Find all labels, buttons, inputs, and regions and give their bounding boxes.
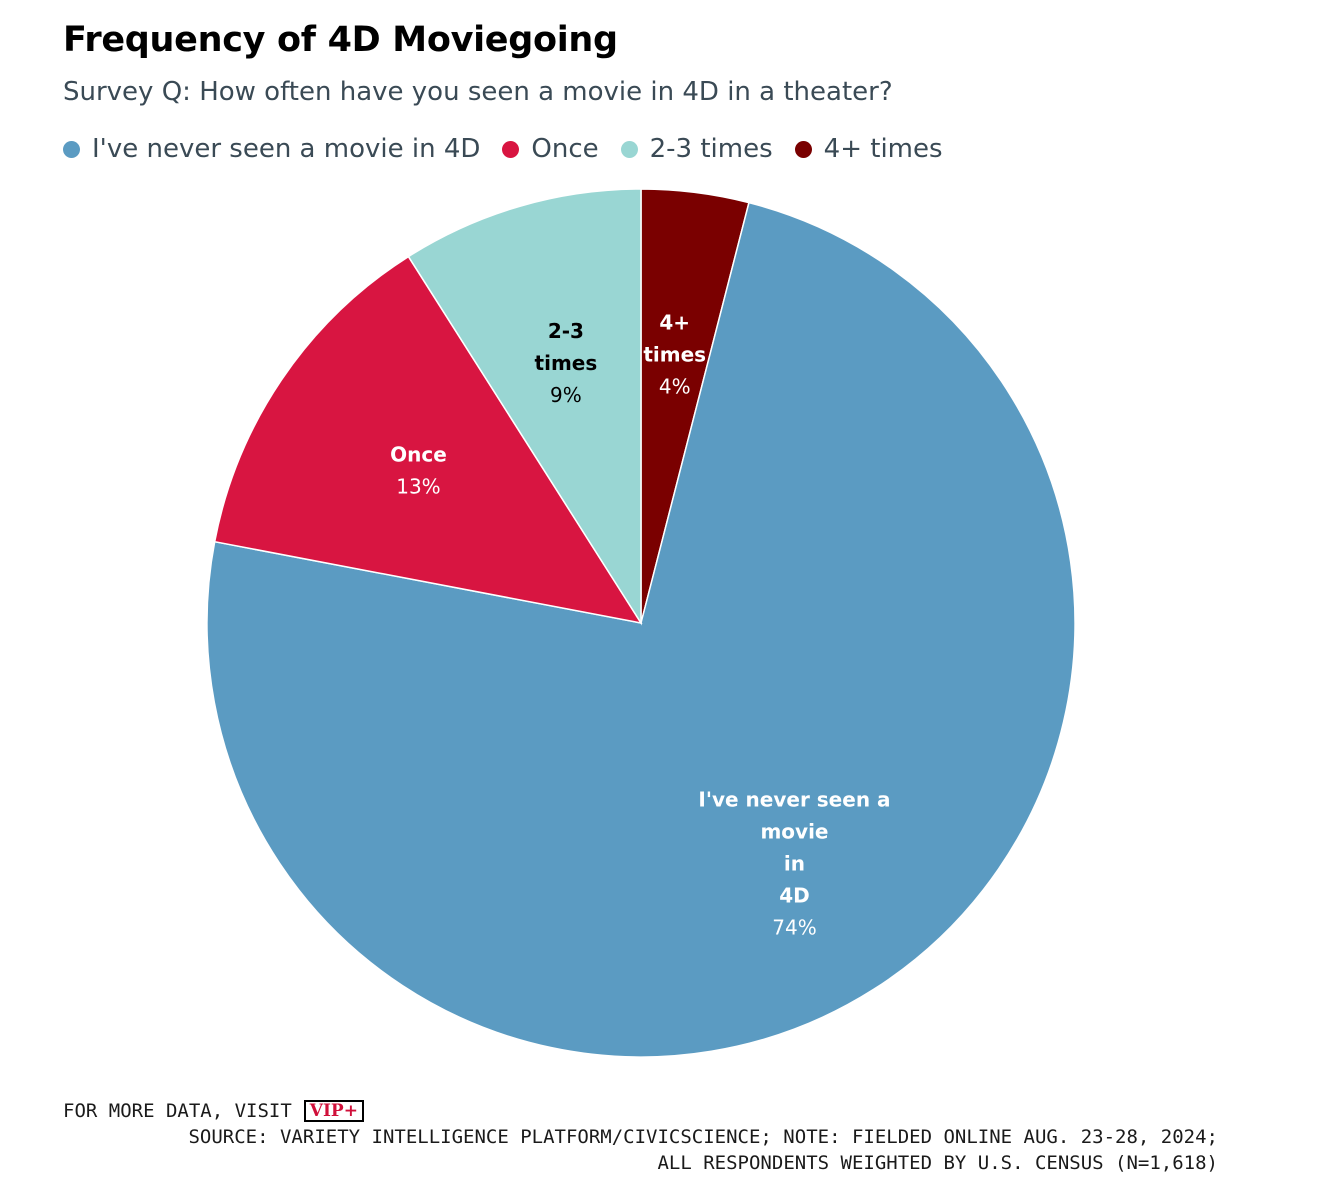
chart-subtitle: Survey Q: How often have you seen a movi… (63, 77, 893, 107)
legend-swatch-4-plus-times (794, 140, 812, 158)
legend-item-once[interactable]: Once (502, 134, 599, 164)
legend-label-once: Once (531, 134, 599, 164)
footer-source-line2: ALL RESPONDENTS WEIGHTED BY U.S. CENSUS … (657, 1152, 1218, 1174)
slice-label-name: 4+ (659, 311, 690, 335)
slice-label-once: Once 13% (390, 442, 447, 498)
vip-plus-logo[interactable]: VIP+ (303, 1100, 364, 1122)
footer-source-line1: SOURCE: VARIETY INTELLIGENCE PLATFORM/CI… (188, 1126, 1218, 1148)
slice-label-i-ve-never-seen-a-movie-in-4d: I've never seen a movie in 4D 74% (698, 787, 890, 939)
slice-label-name: Once (390, 442, 447, 466)
slice-label-value: 74% (772, 915, 816, 939)
slice-label-value: 9% (550, 383, 582, 407)
slice-label-2-3-times: 2-3 times 9% (535, 319, 598, 407)
legend-item-4-plus-times[interactable]: 4+ times (794, 134, 943, 164)
footer-visit: FOR MORE DATA, VISIT VIP+ (63, 1100, 364, 1122)
slice-label-name: times (535, 351, 598, 375)
slice-label-name: 4D (779, 883, 810, 907)
slice-label-4-times: 4+ times 4% (643, 311, 706, 399)
legend-swatch-2-3-times (620, 140, 638, 158)
slice-label-value: 13% (396, 474, 440, 498)
legend-label-2-3-times: 2-3 times (649, 134, 773, 164)
legend-item-never[interactable]: I've never seen a movie in 4D (63, 134, 480, 164)
pie-slice-once[interactable] (213, 255, 643, 625)
chart-legend: I've never seen a movie in 4D Once 2-3 t… (63, 134, 965, 164)
legend-label-4-plus-times: 4+ times (823, 134, 943, 164)
slice-label-name: in (784, 851, 805, 875)
legend-item-2-3-times[interactable]: 2-3 times (620, 134, 773, 164)
slice-label-name: 2-3 (548, 319, 584, 343)
legend-swatch-never (63, 140, 80, 158)
pie-slice-2-3-times[interactable] (407, 188, 642, 626)
chart-title: Frequency of 4D Moviegoing (63, 20, 618, 60)
legend-swatch-once (502, 140, 520, 158)
pie-slice-i-ve-never-seen-a-movie-in-4d[interactable] (206, 201, 1076, 1058)
legend-label-never: I've never seen a movie in 4D (92, 134, 481, 164)
slice-label-name: I've never seen a (698, 787, 890, 811)
slice-label-name: times (643, 343, 706, 367)
slice-label-value: 4% (659, 375, 691, 399)
footer-visit-text: FOR MORE DATA, VISIT (63, 1100, 292, 1122)
slice-label-name: movie (760, 819, 828, 843)
